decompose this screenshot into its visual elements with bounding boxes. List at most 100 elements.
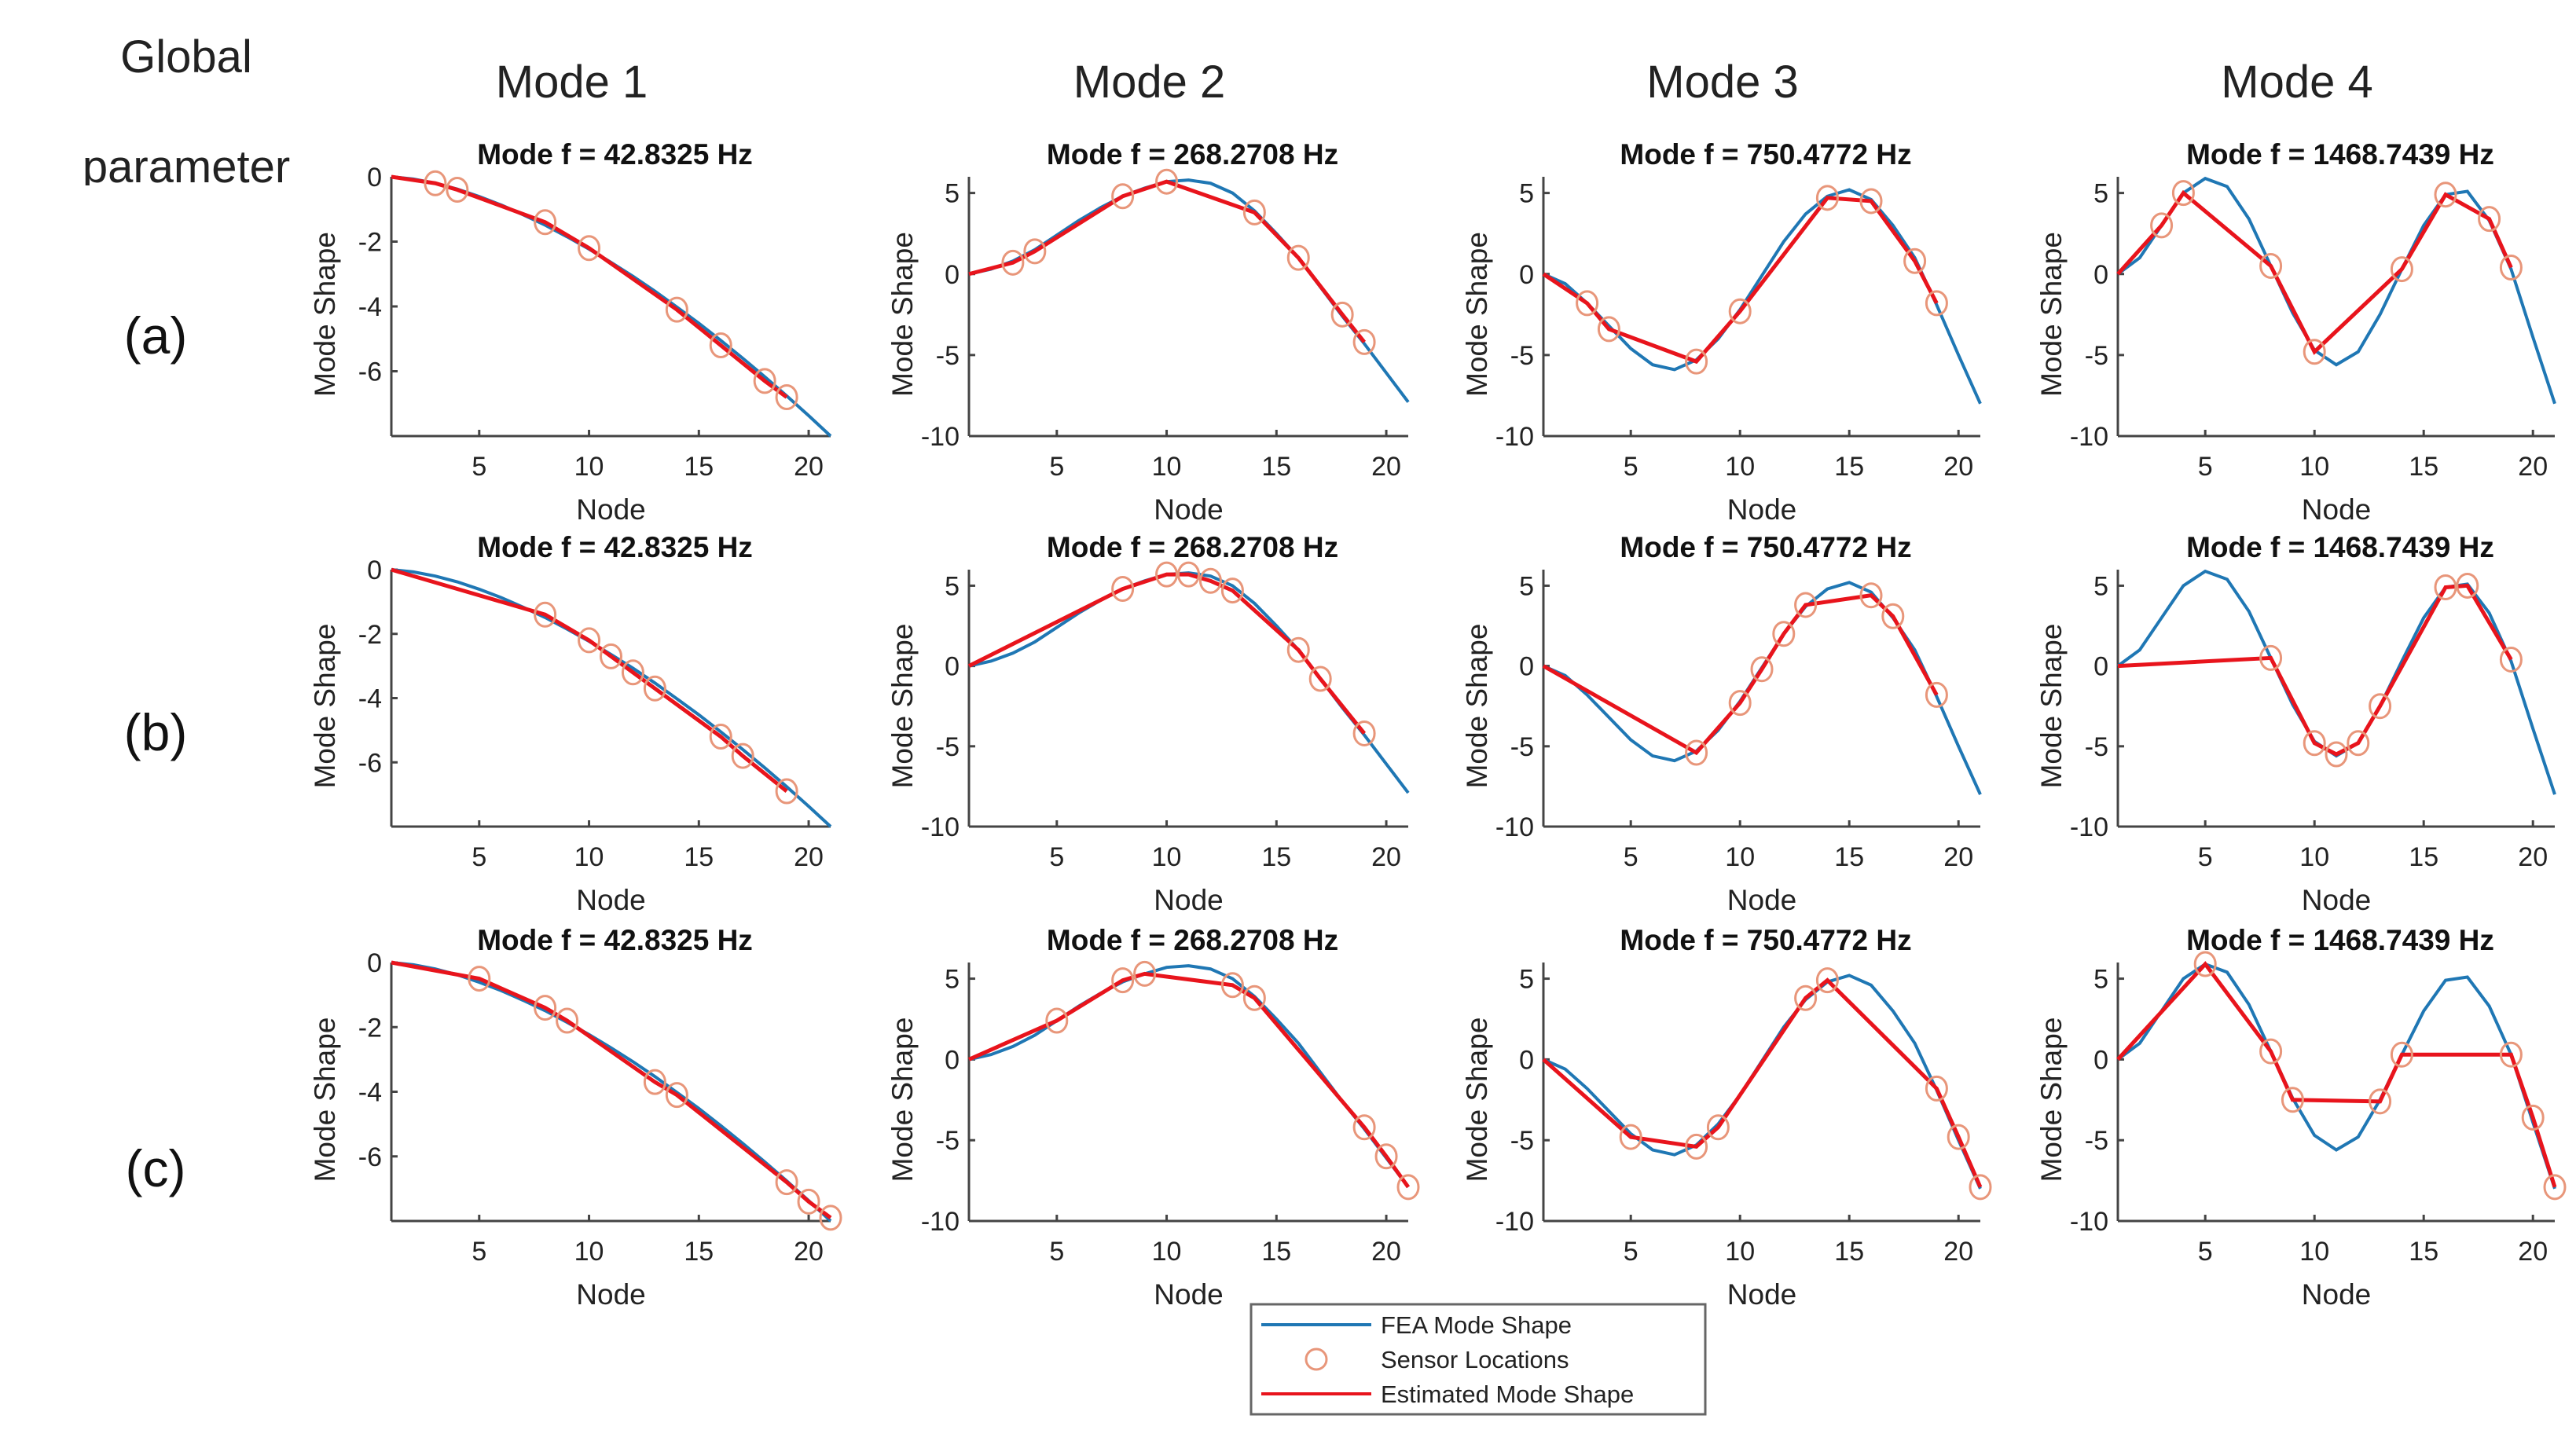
sensor-location-marker bbox=[1001, 249, 1025, 276]
sensor-location-marker bbox=[1242, 199, 1266, 226]
sensor-location-marker bbox=[797, 1188, 820, 1215]
sensor-location-marker bbox=[709, 332, 732, 358]
sensor-location-marker bbox=[753, 368, 776, 394]
y-tick-label: -10 bbox=[2070, 812, 2108, 842]
x-tick-label: 15 bbox=[2409, 452, 2438, 482]
sensor-location-marker bbox=[1903, 248, 1927, 274]
x-tick-label: 15 bbox=[2409, 1237, 2438, 1267]
x-axis-label: Node bbox=[1727, 884, 1796, 916]
sensor-location-marker bbox=[1198, 567, 1222, 594]
x-tick-label: 10 bbox=[1152, 1237, 1182, 1267]
sensor-location-marker bbox=[2434, 182, 2457, 208]
estimated-mode-shape-line bbox=[2116, 189, 2513, 355]
x-tick-label: 20 bbox=[1371, 452, 1401, 482]
y-tick-label: 5 bbox=[1519, 571, 1534, 601]
sensor-location-marker bbox=[1750, 656, 1774, 683]
x-tick-label: 15 bbox=[684, 842, 714, 872]
fea-mode-shape-line bbox=[2116, 569, 2556, 795]
x-tick-label: 20 bbox=[1943, 1237, 1973, 1267]
sensor-location-marker bbox=[1685, 1133, 1708, 1160]
y-axis-label: Mode Shape bbox=[886, 232, 919, 397]
sensor-location-marker bbox=[2456, 572, 2479, 599]
sensor-location-marker bbox=[1111, 183, 1135, 210]
panel-title: Mode f = 750.4772 Hz bbox=[1620, 924, 1911, 956]
x-axis-label: Node bbox=[576, 1278, 645, 1311]
x-tick-label: 15 bbox=[1834, 842, 1864, 872]
y-tick-label: 5 bbox=[2093, 179, 2108, 209]
y-tick-label: 0 bbox=[2093, 1045, 2108, 1075]
sensor-location-marker bbox=[2259, 252, 2283, 279]
x-axis-label: Node bbox=[576, 493, 645, 526]
sensor-location-marker bbox=[446, 177, 469, 203]
x-tick-label: 5 bbox=[1049, 1237, 1064, 1267]
x-tick-label: 5 bbox=[472, 842, 486, 872]
y-tick-label: 5 bbox=[945, 965, 960, 995]
sensor-location-marker bbox=[600, 643, 622, 669]
x-tick-label: 10 bbox=[574, 452, 604, 482]
sensor-location-marker bbox=[775, 778, 798, 805]
y-tick-label: -10 bbox=[2070, 1207, 2108, 1237]
fea-mode-shape-line bbox=[1543, 974, 1982, 1190]
y-tick-label: 0 bbox=[945, 1045, 960, 1075]
fea-mode-shape-line bbox=[391, 961, 832, 1223]
x-tick-label: 5 bbox=[1049, 452, 1064, 482]
sensor-location-marker bbox=[1925, 681, 1948, 708]
estimated-mode-shape-line bbox=[1542, 977, 1983, 1188]
panel-row2-mode1: Mode f = 42.8325 Hz 5 10 15 20 0 -2 -4 -6 Node Mod… bbox=[309, 924, 842, 1311]
sensor-location-marker bbox=[1859, 188, 1883, 214]
y-axis-label: Mode Shape bbox=[309, 232, 341, 397]
estimated-mode-shape-line bbox=[967, 971, 1411, 1189]
y-axis-label: Mode Shape bbox=[1461, 232, 1493, 397]
sensor-location-marker bbox=[2390, 256, 2413, 283]
sensor-location-marker bbox=[1925, 290, 1948, 317]
sensor-location-marker bbox=[1794, 984, 1818, 1011]
sensor-location-marker bbox=[2369, 693, 2392, 720]
column-header-mode-1: Mode 1 bbox=[496, 57, 648, 108]
panel-title: Mode f = 750.4772 Hz bbox=[1620, 531, 1911, 563]
legend: FEA Mode Shape Sensor Locations Estimated … bbox=[1249, 1303, 1707, 1416]
y-tick-label: -10 bbox=[2070, 422, 2108, 452]
sensor-location-marker bbox=[1597, 316, 1620, 343]
x-tick-label: 10 bbox=[2299, 842, 2329, 872]
x-tick-label: 20 bbox=[1943, 842, 1973, 872]
x-axis-label: Node bbox=[576, 884, 645, 916]
y-tick-label: 0 bbox=[1519, 1045, 1534, 1075]
x-tick-label: 10 bbox=[1725, 842, 1755, 872]
sensor-location-marker bbox=[1155, 561, 1179, 588]
fea-mode-shape-line bbox=[968, 964, 1410, 1189]
panel-row0-mode1: Mode f = 42.8325 Hz 5 10 15 20 0 -2 -4 -6 Node Mod… bbox=[309, 138, 832, 526]
sensor-location-marker bbox=[1133, 960, 1157, 987]
sensor-location-marker bbox=[2521, 1104, 2545, 1131]
sensor-location-marker bbox=[1352, 720, 1376, 746]
panel-row1-mode2: Mode f = 268.2708 Hz 5 10 15 20 5 0 -5 -10 Node Mo… bbox=[886, 531, 1410, 916]
panel-title: Mode f = 750.4772 Hz bbox=[1620, 138, 1911, 170]
y-axis-label: Mode Shape bbox=[309, 624, 341, 789]
x-tick-label: 5 bbox=[1624, 452, 1638, 482]
x-tick-label: 5 bbox=[1624, 1237, 1638, 1267]
panel-title: Mode f = 268.2708 Hz bbox=[1047, 138, 1338, 170]
y-tick-label: -2 bbox=[358, 228, 382, 258]
estimated-mode-shape-line bbox=[391, 960, 832, 1219]
y-axis-label: Mode Shape bbox=[2035, 232, 2068, 397]
sensor-location-marker bbox=[534, 995, 557, 1021]
x-axis-label: Node bbox=[2302, 884, 2371, 916]
sensor-location-marker bbox=[1155, 168, 1179, 195]
sensor-location-marker bbox=[1728, 298, 1752, 324]
x-axis-label: Node bbox=[2302, 1278, 2371, 1311]
x-tick-label: 5 bbox=[2198, 1237, 2213, 1267]
legend-entry-label: FEA Mode Shape bbox=[1381, 1311, 1572, 1339]
row-label-0: (a) bbox=[124, 306, 188, 365]
y-tick-label: 0 bbox=[367, 948, 382, 978]
y-tick-label: -2 bbox=[358, 1013, 382, 1043]
y-tick-label: -4 bbox=[358, 684, 382, 714]
y-tick-label: 0 bbox=[945, 652, 960, 682]
sensor-location-marker bbox=[1111, 576, 1135, 603]
sensor-location-marker bbox=[2193, 951, 2217, 977]
x-tick-label: 20 bbox=[1371, 842, 1401, 872]
x-tick-label: 20 bbox=[794, 452, 824, 482]
x-axis-label: Node bbox=[1727, 1278, 1796, 1311]
sensor-location-marker bbox=[1685, 739, 1708, 766]
panel-title: Mode f = 1468.7439 Hz bbox=[2186, 138, 2494, 170]
y-tick-label: -5 bbox=[2085, 1126, 2108, 1156]
